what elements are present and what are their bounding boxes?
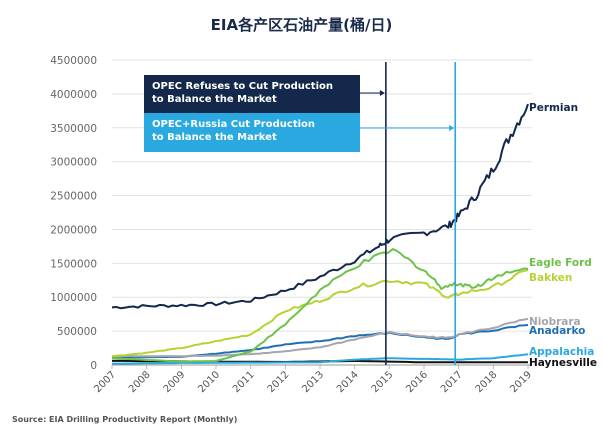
y-tick-label: 3500000 bbox=[50, 123, 97, 135]
annotation-opec-refuses: OPEC Refuses to Cut Production to Balanc… bbox=[144, 75, 360, 113]
series-line-bakken bbox=[111, 269, 529, 358]
series-label: Anadarko bbox=[529, 325, 585, 337]
x-tick-label: 2019 bbox=[508, 369, 534, 395]
x-tick-label: 2008 bbox=[127, 369, 153, 395]
series-line-appalachia bbox=[112, 353, 529, 365]
x-tick-label: 2012 bbox=[266, 369, 292, 395]
y-tick-label: 4500000 bbox=[50, 55, 97, 67]
series-label: Niobrara bbox=[529, 316, 581, 328]
series-label: Bakken bbox=[529, 272, 572, 284]
y-tick-label: 500000 bbox=[57, 326, 97, 338]
y-tick-label: 3000000 bbox=[50, 157, 97, 169]
annotation-line: to Balance the Market bbox=[152, 132, 277, 143]
x-tick-label: 2016 bbox=[404, 369, 430, 395]
series-line-eagle-ford bbox=[111, 248, 529, 363]
x-tick-label: 2014 bbox=[335, 369, 361, 395]
y-tick-label: 2000000 bbox=[50, 224, 97, 236]
annotation-line: OPEC Refuses to Cut Production bbox=[152, 81, 333, 92]
x-tick-label: 2009 bbox=[162, 369, 188, 395]
series-line-anadarko bbox=[112, 324, 529, 359]
x-tick-label: 2015 bbox=[370, 369, 396, 395]
annotation-opec-russia: OPEC+Russia Cut Production to Balance th… bbox=[144, 113, 360, 152]
y-tick-label: 0 bbox=[90, 360, 97, 372]
x-tick-label: 2007 bbox=[92, 369, 118, 395]
series-line-niobrara bbox=[112, 317, 529, 358]
chart-title: EIA各产区石油产量(桶/日) bbox=[210, 16, 393, 34]
x-tick-label: 2017 bbox=[439, 369, 465, 395]
series-label: Eagle Ford bbox=[529, 257, 592, 269]
x-tick-label: 2018 bbox=[474, 369, 500, 395]
series-label: Appalachia bbox=[529, 346, 594, 358]
source-note: Source: EIA Drilling Productivity Report… bbox=[12, 415, 238, 424]
x-tick-label: 2010 bbox=[196, 369, 222, 395]
arrowhead-icon bbox=[379, 90, 385, 96]
x-tick-label: 2011 bbox=[231, 369, 257, 395]
x-tick-label: 2013 bbox=[300, 369, 326, 395]
series-line-permian bbox=[111, 103, 529, 310]
annotation-line: to Balance the Market bbox=[152, 94, 277, 105]
series-label: Haynesville bbox=[529, 357, 597, 369]
annotation-line: OPEC+Russia Cut Production bbox=[152, 119, 316, 130]
y-tick-label: 4000000 bbox=[50, 89, 97, 101]
y-tick-label: 1000000 bbox=[50, 292, 97, 304]
arrowhead-icon bbox=[449, 125, 455, 131]
y-tick-label: 1500000 bbox=[50, 258, 97, 270]
series-label: Permian bbox=[529, 102, 578, 114]
y-tick-label: 2500000 bbox=[50, 191, 97, 203]
